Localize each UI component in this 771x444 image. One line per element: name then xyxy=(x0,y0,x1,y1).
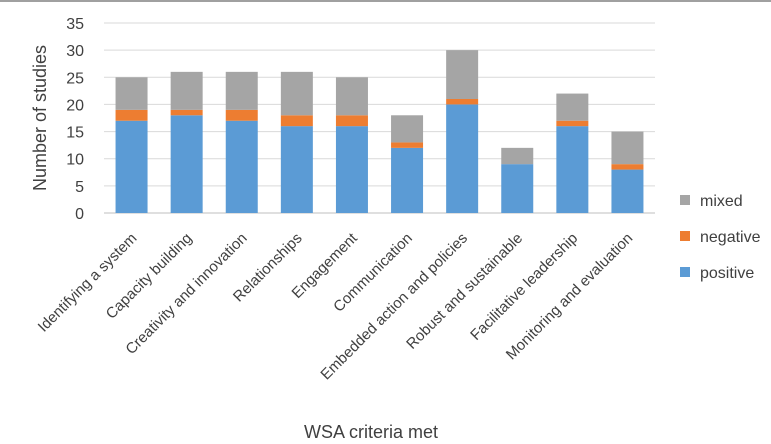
bar-mixed xyxy=(556,93,589,121)
y-tick-label: 15 xyxy=(66,125,84,142)
x-tick-label: Facilitative leadership xyxy=(467,230,581,344)
bar-negative xyxy=(391,142,424,148)
y-tick-labels: 0 5 10 15 20 25 30 35 xyxy=(66,16,84,223)
bar-positive xyxy=(115,120,148,213)
bar-negative xyxy=(611,164,644,170)
bar-positive xyxy=(225,120,258,213)
bar-negative xyxy=(446,99,479,105)
bar-positive xyxy=(280,126,313,213)
legend-label-positive: positive xyxy=(700,265,754,282)
y-tick-label: 10 xyxy=(66,152,84,169)
legend-swatch-positive xyxy=(680,267,690,277)
y-tick-label: 35 xyxy=(66,16,84,33)
legend-swatch-negative xyxy=(680,231,690,241)
bar-negative xyxy=(335,115,368,127)
bar-positive xyxy=(556,126,589,213)
bar-negative xyxy=(556,120,589,127)
bar-negative xyxy=(170,109,203,116)
x-tick-label: Identifying a system xyxy=(35,230,141,336)
bar-positive xyxy=(335,126,368,213)
bar-positive xyxy=(391,147,424,213)
bar-mixed xyxy=(446,50,479,99)
bar-mixed xyxy=(225,71,258,110)
legend-label-negative: negative xyxy=(700,229,761,246)
bar-positive xyxy=(501,164,534,213)
bar-mixed xyxy=(611,131,644,165)
bar-mixed xyxy=(170,71,203,110)
bar-positive xyxy=(170,115,203,213)
y-tick-label: 25 xyxy=(66,70,84,87)
bar-mixed xyxy=(501,147,534,165)
y-tick-label: 5 xyxy=(75,179,84,196)
bars-group xyxy=(115,50,644,213)
bar-mixed xyxy=(391,115,424,143)
bar-negative xyxy=(115,109,148,121)
bar-mixed xyxy=(280,71,313,116)
bar-positive xyxy=(611,169,644,213)
legend-swatch-mixed xyxy=(680,195,690,205)
legend-label-mixed: mixed xyxy=(700,193,743,210)
x-axis-title: WSA criteria met xyxy=(304,422,438,442)
bar-positive xyxy=(446,104,479,213)
y-axis-title: Number of studies xyxy=(30,45,50,191)
bar-mixed xyxy=(115,77,148,110)
bar-negative xyxy=(280,115,313,127)
y-tick-label: 30 xyxy=(66,43,84,60)
y-tick-label: 0 xyxy=(75,206,84,223)
bar-negative xyxy=(225,109,258,121)
legend: mixed negative positive xyxy=(680,193,761,282)
y-tick-label: 20 xyxy=(66,97,84,114)
bar-mixed xyxy=(335,77,368,116)
